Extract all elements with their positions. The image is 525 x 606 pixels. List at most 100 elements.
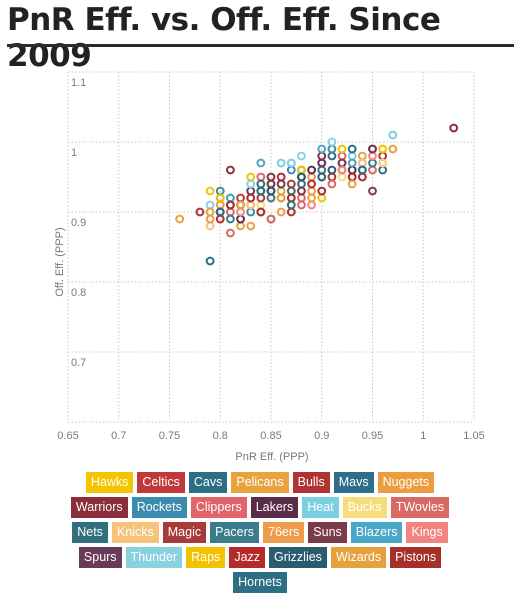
data-point-jazz [246,193,256,203]
data-point-thunder [286,158,296,168]
y-axis-title: Off. Eff. (PPP) [54,227,66,296]
data-point-spurs [246,186,256,196]
legend-item-heat[interactable]: Heat [302,497,339,518]
legend-item-pistons[interactable]: Pistons [390,547,442,568]
data-points [175,123,459,266]
legend-item-thunder[interactable]: Thunder [125,547,183,568]
data-point-jazz [307,179,317,189]
data-point-nets [347,144,357,154]
legend-item-bucks[interactable]: Bucks [342,497,387,518]
data-point-nuggets [307,172,317,182]
title-underline [7,44,514,47]
data-point-lakers [236,214,245,224]
data-point-thunder [246,179,256,189]
legend-item-celtics[interactable]: Celtics [137,472,185,493]
data-point-kings [337,165,347,175]
x-tick-label: 0.9 [314,430,329,442]
data-point-pelicans [175,214,185,224]
data-point-grizzlies [327,165,337,175]
data-point-heat [347,151,357,161]
data-point-blazers [226,193,235,203]
data-point-kings [307,200,317,210]
data-point-knicks [205,221,215,231]
y-tick-label: 0.8 [71,287,86,299]
legend-item-magic[interactable]: Magic [162,522,207,543]
legend-item-knicks[interactable]: Knicks [111,522,159,543]
legend-item-pelicans[interactable]: Pelicans [231,472,289,493]
data-point-wizards [236,200,245,210]
legend-item-wizards[interactable]: Wizards [330,547,387,568]
legend-item-bulls[interactable]: Bulls [292,472,330,493]
legend-item-blazers[interactable]: Blazers [350,522,403,543]
legend-item-clippers[interactable]: Clippers [190,497,247,518]
data-point-grizzlies [266,186,276,196]
tick-labels: 0.65 0.7 0.75 0.8 0.85 0.9 0.95 1 1.05 1.1 1 0.9 0.8… [57,77,484,442]
data-point-76ers [205,214,215,224]
x-tick-label: 0.65 [57,430,78,442]
data-point-magic [256,193,266,203]
data-point-bulls [195,207,205,217]
data-point-pelicans [276,186,286,196]
legend-item-76ers[interactable]: 76ers [263,522,305,543]
data-point-nets [286,186,296,196]
legend-item-warriors[interactable]: Warriors [70,497,128,518]
data-point-suns [297,186,306,196]
y-tick-label: 1.1 [71,77,86,89]
data-point-twovles [266,214,276,224]
data-point-raps [215,193,225,203]
data-point-hawks [246,172,256,182]
data-point-rockets [286,165,296,175]
grid [67,71,475,423]
data-point-thunder [297,151,306,161]
data-point-bulls [327,172,337,182]
legend-item-grizzlies[interactable]: Grizzlies [269,547,327,568]
data-point-grizzlies [297,172,306,182]
x-tick-label: 0.8 [213,430,228,442]
data-point-clippers [337,151,347,161]
legend-item-suns[interactable]: Suns [308,522,347,543]
legend-item-nuggets[interactable]: Nuggets [377,472,435,493]
data-point-wizards [276,193,286,203]
data-point-mavs [297,179,306,189]
data-point-spurs [317,158,327,168]
data-point-lakers [307,165,317,175]
data-point-spurs [368,144,377,154]
data-point-76ers [307,186,317,196]
data-point-wizards [347,179,357,189]
data-point-hornets [317,172,327,182]
data-point-wizards [205,207,215,217]
data-point-pistons [317,186,327,196]
data-point-bucks [378,158,388,168]
legend-item-raps[interactable]: Raps [186,547,226,568]
data-point-hornets [286,200,296,210]
data-point-twovles [327,179,337,189]
scatter-chart: 0.65 0.7 0.75 0.8 0.85 0.9 0.95 1 1.05 1.1 1 0.9 0.8… [54,71,485,463]
data-point-mavs [378,165,388,175]
legend-item-hawks[interactable]: Hawks [85,472,134,493]
data-point-blazers [317,144,327,154]
data-point-suns [368,186,377,196]
legend-item-pacers[interactable]: Pacers [210,522,260,543]
legend-item-mavs[interactable]: Mavs [333,472,374,493]
x-axis-title: PnR Eff. (PPP) [235,451,308,463]
legend-item-spurs[interactable]: Spurs [78,547,122,568]
legend: Hawks Celtics Cavs Pelicans Bulls Mavs Nuggets… [60,472,460,593]
data-point-heat [276,158,286,168]
legend-item-kings[interactable]: Kings [406,522,448,543]
legend-item-nets[interactable]: Nets [72,522,108,543]
legend-item-twovles[interactable]: TWovles [390,497,450,518]
data-point-warriors [226,165,235,175]
data-point-jazz [347,172,357,182]
legend-item-hornets[interactable]: Hornets [233,572,287,593]
legend-item-rockets[interactable]: Rockets [131,497,187,518]
legend-item-jazz[interactable]: Jazz [229,547,266,568]
y-tick-label: 0.9 [71,217,86,229]
data-point-twovles [226,228,235,238]
data-point-thunder [205,200,215,210]
data-point-suns [337,158,347,168]
legend-item-cavs[interactable]: Cavs [188,472,228,493]
data-point-pacers [226,214,235,224]
legend-item-lakers[interactable]: Lakers [250,497,299,518]
data-point-76ers [246,221,256,231]
data-point-pistons [286,193,296,203]
